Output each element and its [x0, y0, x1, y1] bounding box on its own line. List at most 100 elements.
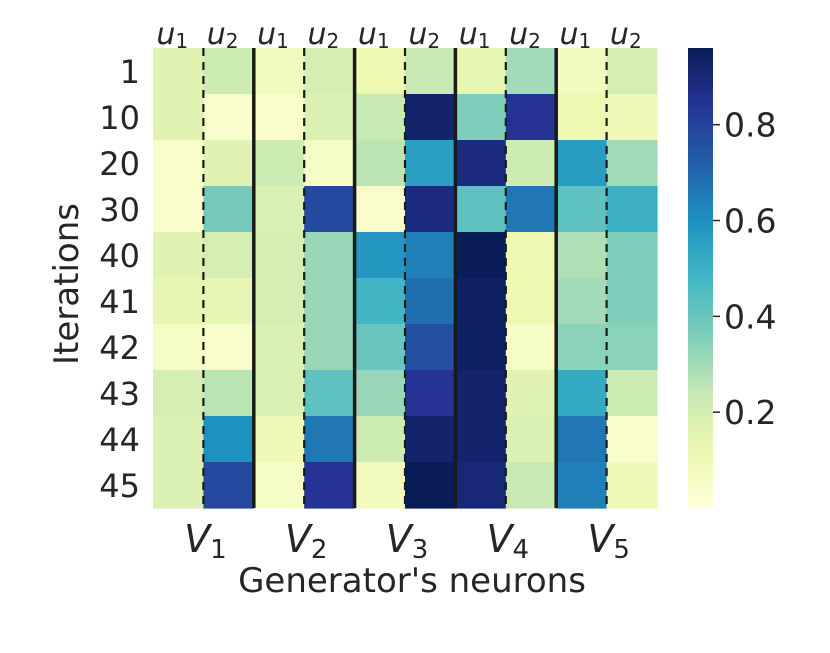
heatmap-cell: [354, 232, 406, 279]
row-tick-label: 10: [99, 99, 140, 137]
colorbar-tick-label: 0.8: [724, 106, 776, 145]
heatmap-cell: [153, 48, 204, 95]
heatmap-cell: [153, 232, 204, 279]
heatmap-cell: [253, 416, 305, 463]
heatmap-cell: [304, 186, 356, 233]
heatmap-cell: [556, 48, 608, 95]
heatmap-cell: [253, 324, 305, 371]
heatmap-cell: [505, 232, 557, 279]
heatmap-cell: [505, 324, 557, 371]
heatmap-cell: [606, 94, 658, 141]
heatmap-cell: [405, 232, 456, 279]
heatmap-cell: [405, 416, 456, 463]
heatmap-cell: [505, 186, 557, 233]
heatmap-cell: [606, 140, 658, 187]
heatmap-cell: [203, 232, 255, 279]
column-labels: u1 u2 u1 u2 u1 u2 u1 u2 u1 u2: [156, 17, 641, 53]
group-label: V4: [487, 517, 530, 565]
heatmap-cell: [203, 462, 255, 509]
column-label: u2: [408, 17, 440, 53]
column-label: u1: [358, 17, 390, 53]
heatmap-cell: [556, 140, 608, 187]
heatmap-cell: [354, 186, 406, 233]
heatmap-cell: [153, 140, 204, 187]
heatmap-cell: [203, 48, 255, 95]
heatmap-cell: [455, 48, 507, 95]
heatmap-cell: [556, 462, 608, 509]
heatmap-cell: [203, 140, 255, 187]
row-tick-label: 44: [99, 421, 140, 459]
heatmap-cell: [153, 416, 204, 463]
heatmap-cell: [203, 370, 255, 417]
row-tick-label: 42: [99, 329, 140, 367]
heatmap-cell: [606, 416, 658, 463]
heatmap-cell: [153, 94, 204, 141]
heatmap-cell: [606, 186, 658, 233]
heatmap-cell: [505, 140, 557, 187]
heatmap-cell: [354, 278, 406, 325]
heatmap-cell: [455, 186, 507, 233]
heatmap-cell: [405, 324, 456, 371]
heatmap-cell: [606, 462, 658, 509]
heatmap-cell: [405, 48, 456, 95]
heatmap-cell: [505, 48, 557, 95]
heatmap-cell: [455, 278, 507, 325]
heatmap-cell: [253, 278, 305, 325]
row-tick-label: 40: [99, 237, 140, 275]
heatmap-cell: [304, 94, 356, 141]
row-tick-label: 20: [99, 145, 140, 183]
heatmap-cell: [304, 370, 356, 417]
heatmap-cell: [455, 416, 507, 463]
heatmap-cell: [606, 370, 658, 417]
heatmap-cell: [304, 278, 356, 325]
heatmap-cell: [455, 232, 507, 279]
column-label: u1: [257, 17, 289, 53]
heatmap-cell: [253, 94, 305, 141]
heatmap-cell: [606, 278, 658, 325]
heatmap-cell: [405, 140, 456, 187]
heatmap-cell: [203, 324, 255, 371]
heatmap-cell: [606, 324, 658, 371]
heatmap-cell: [354, 140, 406, 187]
heatmap-cell: [153, 370, 204, 417]
colorbar-tick-label: 0.4: [724, 297, 776, 336]
column-label: u2: [207, 17, 239, 53]
heatmap-cell: [505, 370, 557, 417]
row-tick-labels: 1 10 20 30 40 41 42 43 44 45: [99, 53, 140, 505]
row-tick-label: 30: [99, 191, 140, 229]
heatmap-cell: [354, 48, 406, 95]
heatmap-cell: [203, 94, 255, 141]
heatmap-cell: [505, 462, 557, 509]
heatmap-cell: [253, 370, 305, 417]
heatmap-cell: [153, 324, 204, 371]
heatmap-cell: [153, 186, 204, 233]
heatmap-cell: [556, 94, 608, 141]
colorbar-ticks: 0.2 0.4 0.6 0.8: [713, 106, 776, 432]
heatmap-cell: [354, 416, 406, 463]
row-tick-label: 45: [99, 467, 140, 505]
heatmap-cell: [505, 278, 557, 325]
heatmap-cell: [304, 140, 356, 187]
colorbar: [688, 48, 713, 508]
heatmap-cell: [304, 416, 356, 463]
heatmap-cell: [153, 462, 204, 509]
heatmap-cell: [556, 278, 608, 325]
row-tick-label: 1: [120, 53, 140, 91]
x-axis-label: Generator's neurons: [238, 561, 586, 601]
heatmap-cell: [304, 48, 356, 95]
heatmap-cell: [556, 324, 608, 371]
column-label: u1: [459, 17, 491, 53]
heatmap-cell: [606, 48, 658, 95]
heatmap-cell: [405, 278, 456, 325]
group-label: V2: [285, 517, 328, 565]
heatmap-cell: [455, 462, 507, 509]
heatmap-cell: [405, 94, 456, 141]
heatmap-cell: [203, 278, 255, 325]
heatmap-cell: [505, 416, 557, 463]
heatmap-cell: [556, 232, 608, 279]
group-label: V1: [184, 517, 227, 565]
heatmap-cell: [153, 278, 204, 325]
heatmap-cells: [153, 48, 658, 509]
colorbar-tick-label: 0.2: [724, 393, 776, 432]
